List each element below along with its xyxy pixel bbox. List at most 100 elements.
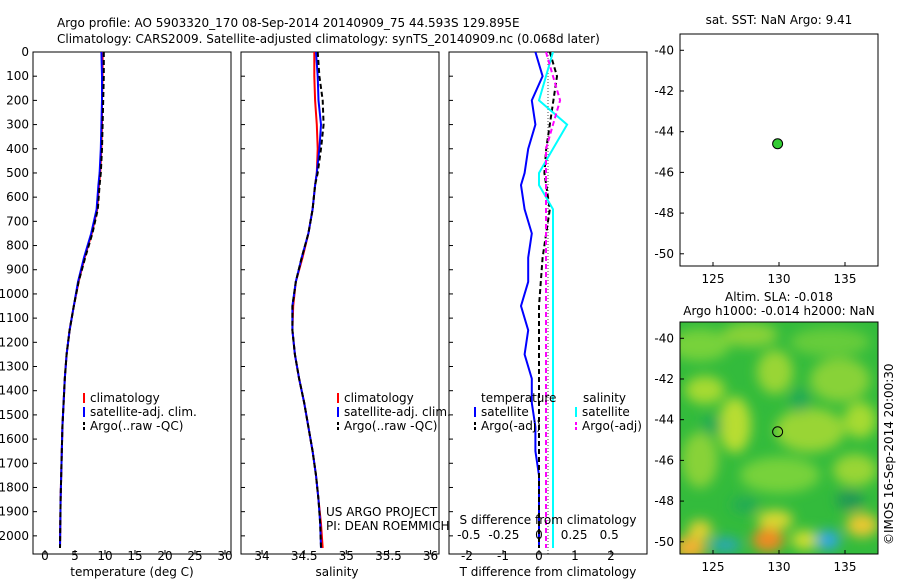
legend-label-argo: Argo(..raw -QC): [344, 419, 437, 433]
difference-panel: -2 -1 0 1 2 -0.5 -0.25 0 0.25 0.5 S difference fr…: [448, 51, 648, 579]
legend-label-t-argo: Argo(-adj): [481, 419, 541, 433]
temperature-xlabel: temperature (deg C): [70, 565, 193, 579]
x-tick-label: 130: [768, 560, 791, 574]
y-tick-label: -46: [654, 453, 674, 467]
argo-location-marker: [772, 138, 784, 150]
s-tick-label: -0.5: [457, 528, 480, 542]
legend-label-argo: Argo(..raw -QC): [90, 419, 183, 433]
y-tick-label: 1000: [0, 287, 29, 301]
s-difference-label: S difference from climatology: [460, 513, 637, 527]
x-tick-label: 130: [768, 272, 791, 286]
x-tick-label: 35: [339, 549, 354, 563]
x-tick-label: 125: [702, 560, 725, 574]
sla-map-title-line2: Argo h1000: -0.014 h2000: NaN: [683, 304, 875, 318]
s-diff-line-satellite: [537, 52, 569, 548]
x-tick-label: 30: [217, 549, 232, 563]
sst-map-panel: sat. SST: NaN Argo: 9.41 125 130 135 -40 -42…: [654, 13, 879, 286]
temperature-axes: [32, 51, 232, 555]
series-line-argo-raw-qc-: [59, 52, 105, 549]
s-tick-label: 0: [535, 528, 543, 542]
y-tick-label: 800: [6, 239, 29, 253]
t-difference-xlabel: T difference from climatology: [459, 565, 637, 579]
y-tick-label: 900: [6, 263, 29, 277]
x-tick-label: 125: [702, 272, 725, 286]
sst-map-title: sat. SST: NaN Argo: 9.41: [706, 13, 853, 27]
series-line-satellite-adj-clim-: [59, 52, 103, 549]
y-tick-label: -46: [654, 165, 674, 179]
y-tick-label: 1400: [0, 384, 29, 398]
legend-label-climatology: climatology: [90, 391, 160, 405]
x-tick-label: 1: [571, 549, 579, 563]
legend-label-s-argo: Argo(-adj): [582, 419, 642, 433]
y-tick-label: 1800: [0, 480, 29, 494]
x-tick-label: 5: [71, 549, 79, 563]
x-tick-label: 34.5: [291, 549, 318, 563]
t-diff-line-argo-adj-: [538, 52, 559, 548]
y-tick-label: 700: [6, 214, 29, 228]
series-line-climatology: [59, 52, 104, 549]
legend-title-temperature: temperature: [481, 391, 556, 405]
argo-location-marker: [772, 426, 784, 438]
legend-label-climatology: climatology: [344, 391, 414, 405]
y-tick-label: -50: [654, 535, 674, 549]
y-tick-label: 1500: [0, 408, 29, 422]
imos-credit-label: ©IMOS 16-Sep-2014 20:00:30: [882, 363, 896, 545]
y-tick-label: 1300: [0, 360, 29, 374]
x-tick-label: 135: [834, 560, 857, 574]
x-tick-label: 2: [607, 549, 615, 563]
s-tick-label: 0.25: [561, 528, 588, 542]
temperature-panel: 0 5 10 15 20 25 300100200300400500600700800900…: [0, 45, 233, 579]
t-diff-line-satellite: [519, 52, 544, 548]
y-tick-label: -44: [654, 413, 674, 427]
x-tick-label: 135: [834, 272, 857, 286]
y-tick-label: -40: [654, 331, 674, 345]
y-tick-label: 600: [6, 190, 29, 204]
y-tick-label: 100: [6, 69, 29, 83]
y-tick-label: -48: [654, 494, 674, 508]
x-tick-label: 34: [254, 549, 269, 563]
y-tick-label: -40: [654, 43, 674, 57]
x-tick-label: 25: [187, 549, 202, 563]
y-tick-label: 1200: [0, 335, 29, 349]
y-tick-label: -50: [654, 247, 674, 261]
s-tick-label: -0.25: [488, 528, 519, 542]
sla-heatmap: [680, 322, 878, 554]
y-tick-label: 1900: [0, 505, 29, 519]
sla-map-title-line1: Altim. SLA: -0.018: [725, 290, 833, 304]
salinity-axes: [240, 51, 440, 555]
x-tick-label: -2: [461, 549, 473, 563]
y-tick-label: 300: [6, 118, 29, 132]
x-tick-label: 15: [127, 549, 142, 563]
legend-title-salinity: salinity: [583, 391, 626, 405]
legend-label-satellite: satellite-adj. clim.: [90, 405, 197, 419]
y-tick-label: -42: [654, 372, 674, 386]
salinity-panel: 34 34.5 35 35.5 36 salinity climatology sate…: [240, 51, 451, 579]
salinity-xlabel: salinity: [315, 565, 358, 579]
y-tick-label: -48: [654, 206, 674, 220]
x-tick-label: 20: [157, 549, 172, 563]
y-tick-label: 2000: [0, 529, 29, 543]
project-annotation-line1: US ARGO PROJECT: [326, 505, 438, 519]
series-line-argo-raw-qc-: [291, 52, 325, 549]
y-tick-label: 400: [6, 142, 29, 156]
legend-label-satellite: satellite-adj. clim.: [344, 405, 451, 419]
figure-title-line1: Argo profile: AO 5903320_170 08-Sep-2014…: [57, 16, 520, 30]
x-tick-label: 0: [535, 549, 543, 563]
figure-title-line2: Climatology: CARS2009. Satellite-adjuste…: [57, 32, 600, 46]
s-tick-label: 0.5: [600, 528, 619, 542]
x-tick-label: 36: [423, 549, 438, 563]
y-tick-label: 1700: [0, 456, 29, 470]
difference-legend: temperature salinity satellite Argo(-adj…: [474, 391, 642, 433]
sla-map-panel: Altim. SLA: -0.018 Argo h1000: -0.014 h2…: [654, 290, 896, 574]
sst-map-axes: [679, 33, 879, 267]
s-diff-line-argo-adj-: [545, 52, 562, 548]
y-tick-label: -44: [654, 125, 674, 139]
series-line-climatology: [291, 52, 324, 549]
legend-label-s-satellite: satellite: [582, 405, 630, 419]
temperature-legend: climatology satellite-adj. clim. Argo(..…: [83, 391, 197, 433]
x-tick-label: 0: [41, 549, 49, 563]
salinity-legend: climatology satellite-adj. clim. Argo(..…: [337, 391, 451, 433]
x-tick-label: 35.5: [375, 549, 402, 563]
y-tick-label: 200: [6, 93, 29, 107]
